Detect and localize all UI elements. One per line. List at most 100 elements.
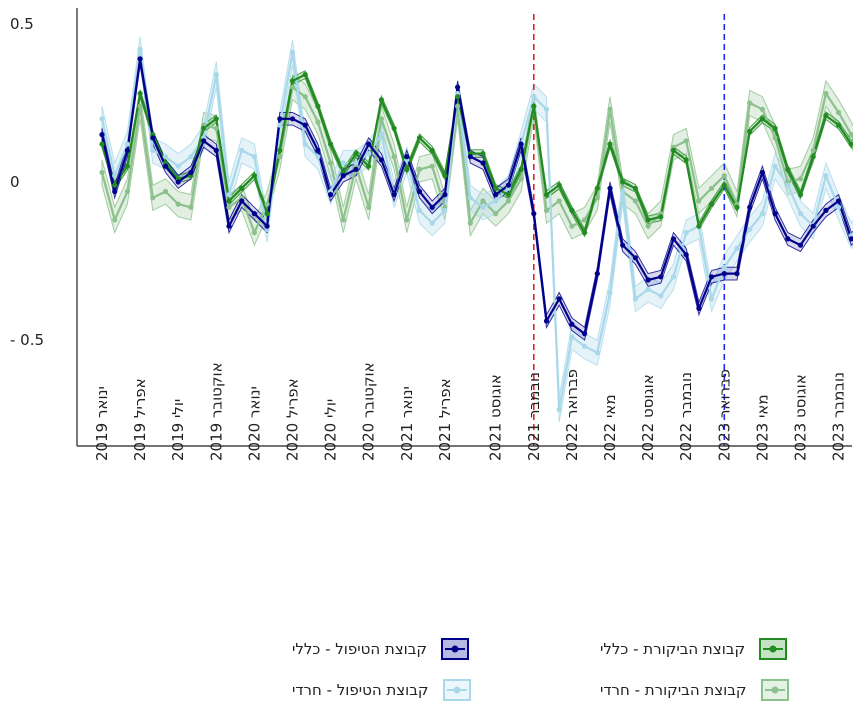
data-point (531, 211, 537, 217)
data-point (124, 141, 130, 147)
data-point (226, 204, 232, 210)
x-tick-label: ינואר 2021 (398, 386, 416, 461)
data-point (137, 103, 143, 109)
x-tick-label: נובמבר 2023 (830, 372, 848, 461)
data-point (353, 166, 359, 172)
series-band (101, 36, 853, 423)
data-point (836, 198, 842, 204)
data-point (467, 220, 473, 226)
data-point (734, 245, 740, 251)
data-point (709, 185, 715, 191)
data-point (569, 321, 575, 327)
x-tick-label: פברואר 2023 (715, 369, 733, 461)
data-point (162, 154, 169, 160)
data-point (556, 296, 562, 302)
y-tick-label: 0.5 (10, 15, 34, 33)
data-point (543, 192, 550, 198)
data-point (747, 128, 753, 134)
legend-swatch (760, 679, 789, 701)
data-point (823, 113, 829, 119)
legend-label: קבוצת הטיפול - כללי (292, 640, 428, 658)
data-point (683, 252, 689, 258)
data-point (99, 169, 105, 176)
data-point (658, 293, 664, 299)
data-point (518, 176, 524, 182)
data-point (531, 103, 537, 109)
data-point (772, 163, 778, 169)
data-point (302, 72, 308, 78)
data-point (112, 188, 118, 195)
data-point (99, 116, 105, 122)
data-point (670, 236, 677, 242)
y-tick-label: - 0.5 (10, 331, 44, 349)
data-point (289, 78, 296, 84)
data-point (543, 106, 550, 112)
data-point (213, 72, 219, 78)
data-point (277, 154, 283, 160)
data-point (112, 173, 118, 179)
x-tick-label: אוגוסט 2022 (639, 374, 657, 461)
data-point (429, 147, 435, 153)
data-point (277, 122, 283, 128)
x-tick-label: אפריל 2021 (436, 378, 454, 461)
data-point (493, 192, 499, 198)
x-tick-label: ינואר 2020 (245, 386, 263, 461)
data-point (772, 125, 778, 131)
legend-marker-icon (445, 645, 466, 653)
data-point (378, 132, 384, 138)
data-point (759, 211, 766, 217)
data-point (442, 207, 448, 213)
data-point (302, 94, 308, 100)
data-point (721, 173, 727, 179)
data-point (480, 160, 486, 166)
data-point (594, 185, 600, 191)
data-point (188, 169, 194, 176)
x-tick-labels: ינואר 2019 אפריל 2019 יולי 2019 אוקטובר 201… (93, 362, 848, 461)
data-point (594, 350, 600, 356)
data-point (213, 125, 219, 131)
data-point (366, 204, 372, 210)
data-point (112, 217, 118, 223)
data-point (340, 217, 346, 223)
legend-item-control-haredi: קבוצת הביקורת - חרדי (600, 679, 789, 701)
data-point (201, 138, 207, 144)
data-point (124, 188, 130, 195)
data-point (226, 192, 232, 198)
data-point (264, 223, 270, 229)
legend-item-control-general: קבוצת הביקורת - כללי (600, 638, 788, 660)
x-tick-label: נובמבר 2022 (677, 372, 695, 461)
data-point (759, 169, 766, 176)
data-point (429, 220, 435, 226)
data-point (480, 151, 486, 157)
data-point (404, 166, 410, 172)
data-point (124, 163, 130, 169)
data-point (518, 166, 524, 172)
data-point (150, 147, 156, 153)
data-point (404, 217, 410, 223)
data-point (531, 94, 537, 100)
data-point (289, 49, 296, 56)
data-point (582, 343, 588, 349)
data-point (556, 406, 562, 413)
legend-dot (769, 645, 777, 653)
x-tick-label: נובמבר 2021 (525, 372, 543, 461)
data-point (607, 290, 613, 296)
data-point (391, 192, 397, 198)
data-point (569, 334, 575, 340)
data-point (569, 207, 575, 213)
legend-swatch (442, 679, 471, 701)
series-points (99, 46, 853, 413)
data-point (594, 271, 600, 277)
data-point (201, 125, 207, 131)
data-point (137, 46, 143, 52)
data-point (683, 138, 689, 144)
data-point (543, 318, 550, 324)
data-point (645, 286, 651, 292)
data-point (416, 166, 423, 172)
data-point (289, 84, 296, 90)
legend-swatch (759, 638, 788, 660)
data-point (607, 106, 613, 112)
legend-label: קבוצת הביקורת - חרדי (600, 681, 747, 699)
data-point (836, 122, 842, 128)
data-point (772, 135, 778, 141)
